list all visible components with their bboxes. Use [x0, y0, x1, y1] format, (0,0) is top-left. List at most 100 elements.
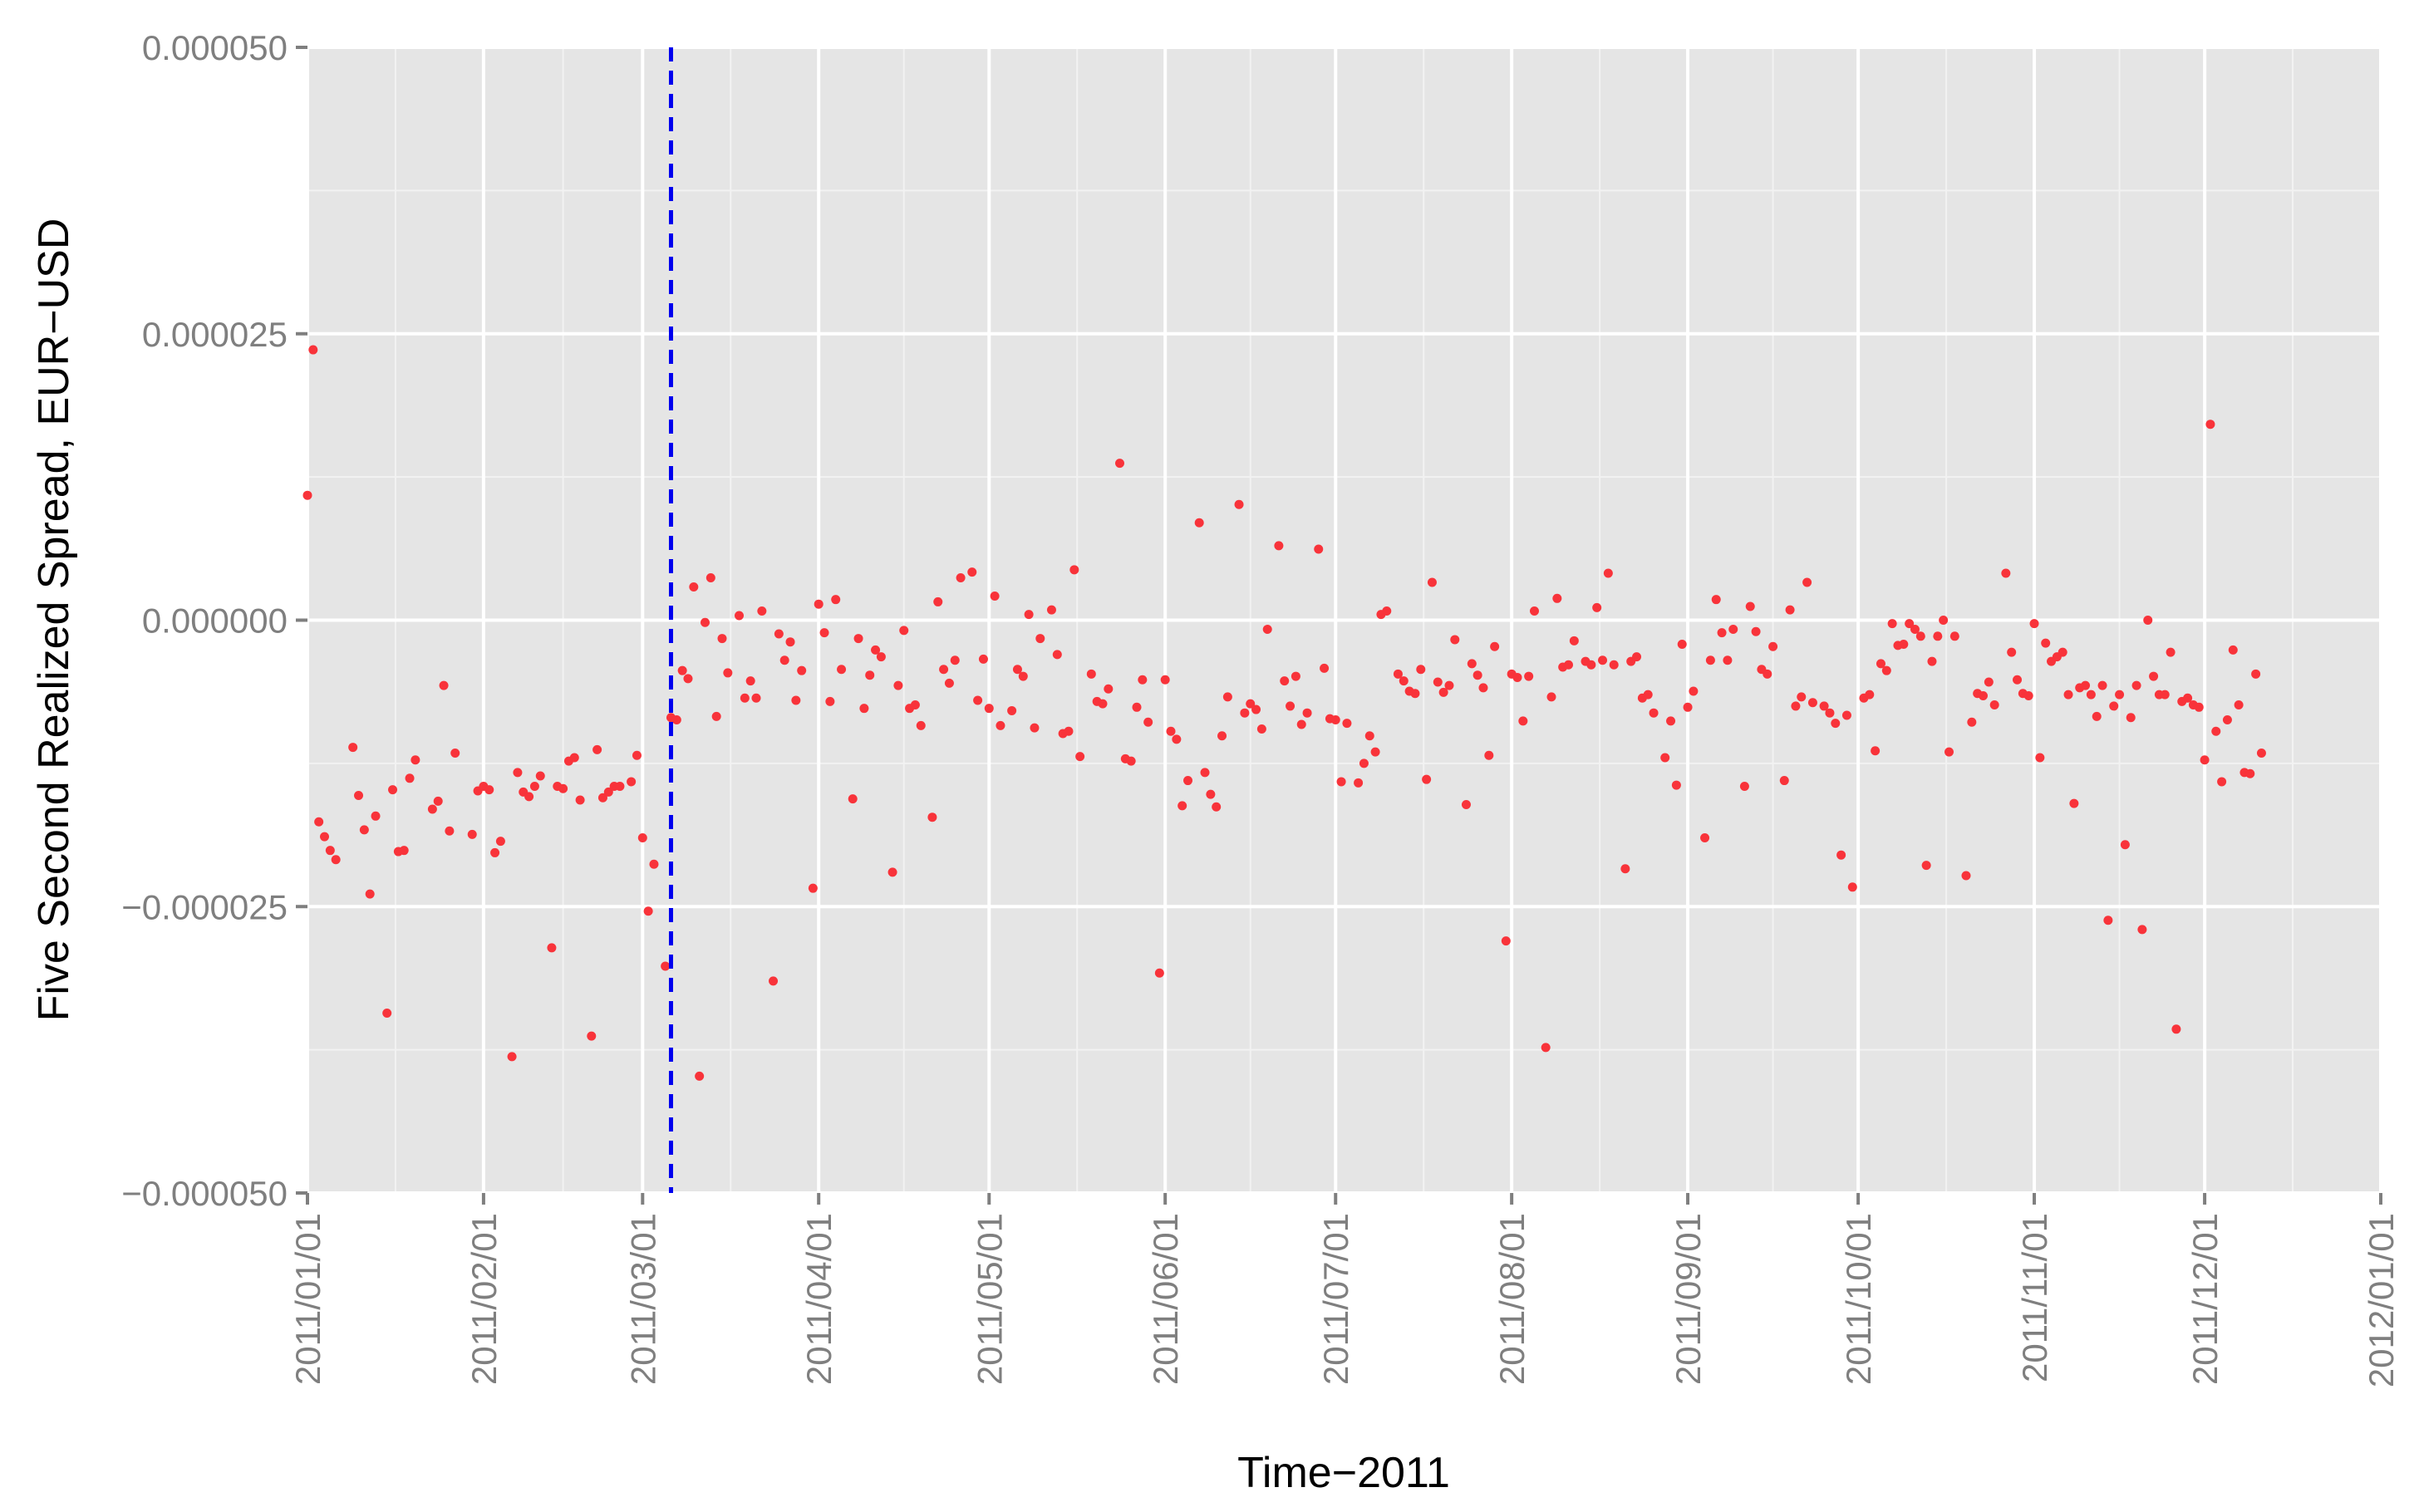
- x-tick-label: 2011/09/01: [1669, 1213, 1708, 1385]
- data-point: [603, 787, 613, 797]
- data-point: [1768, 641, 1778, 651]
- data-point: [711, 711, 721, 721]
- data-point: [308, 345, 318, 355]
- data-point: [837, 665, 847, 675]
- data-point: [2063, 690, 2073, 700]
- data-point: [1745, 601, 1755, 611]
- data-points: [302, 345, 2266, 1081]
- major-grid: [306, 46, 2382, 1195]
- data-point: [1007, 705, 1017, 715]
- data-point: [785, 637, 795, 647]
- data-point: [1791, 701, 1801, 711]
- x-tick-label: 2011/08/01: [1492, 1213, 1531, 1385]
- data-point: [1785, 605, 1795, 615]
- data-point: [1274, 541, 1284, 551]
- data-point: [1552, 593, 1562, 603]
- data-point: [751, 693, 761, 703]
- data-point: [1939, 616, 1949, 625]
- data-point: [1256, 724, 1266, 734]
- data-point: [2115, 690, 2125, 700]
- data-point: [1138, 675, 1148, 685]
- data-point: [632, 750, 642, 760]
- data-point: [529, 781, 539, 791]
- data-point: [2069, 798, 2079, 808]
- data-point: [745, 676, 755, 686]
- data-point: [1586, 660, 1596, 670]
- data-point: [1728, 625, 1738, 635]
- data-point: [819, 628, 829, 638]
- data-point: [1739, 781, 1749, 791]
- data-point: [899, 626, 909, 636]
- data-point: [2023, 691, 2033, 701]
- data-point: [1291, 671, 1300, 681]
- data-point: [2143, 616, 2153, 625]
- data-point: [2194, 702, 2204, 712]
- data-point: [1979, 691, 1989, 701]
- data-point: [1609, 660, 1619, 670]
- data-point: [2200, 755, 2210, 765]
- data-point: [1472, 670, 1482, 680]
- data-point: [320, 832, 330, 842]
- data-point: [1422, 774, 1432, 784]
- data-point: [365, 889, 375, 899]
- data-point: [1399, 676, 1409, 686]
- data-point: [2131, 680, 2141, 690]
- data-point: [1967, 717, 1977, 727]
- data-point: [1484, 750, 1494, 760]
- data-point: [1797, 692, 1807, 702]
- data-point: [1280, 676, 1290, 686]
- data-point: [2149, 671, 2159, 681]
- data-point: [1881, 665, 1891, 675]
- x-tick-label: 2011/01/01: [288, 1213, 327, 1385]
- data-point: [445, 826, 455, 836]
- data-point: [615, 781, 625, 791]
- data-point: [1359, 758, 1369, 768]
- y-tick-label: 0.000025: [142, 315, 288, 354]
- data-point: [314, 817, 324, 827]
- data-point: [978, 654, 988, 664]
- x-tick-label: 2011/11/01: [2015, 1213, 2054, 1382]
- data-point: [859, 704, 869, 714]
- data-point: [797, 665, 807, 675]
- data-point: [1075, 752, 1085, 762]
- data-point: [740, 693, 750, 703]
- data-point: [2205, 420, 2215, 430]
- data-point: [643, 906, 653, 916]
- data-point: [507, 1052, 517, 1062]
- data-point: [1825, 708, 1835, 718]
- data-point: [1666, 716, 1676, 726]
- data-point: [706, 572, 715, 582]
- data-point: [1342, 719, 1352, 729]
- data-point: [348, 743, 358, 753]
- data-point: [2183, 693, 2193, 703]
- data-point: [1564, 660, 1574, 670]
- y-axis-title: Five Second Realized Spread, EUR−USD: [30, 218, 78, 1022]
- data-point: [627, 777, 637, 787]
- data-point: [1433, 677, 1443, 687]
- data-point: [956, 572, 966, 582]
- x-tick-label: 2012/01/01: [2362, 1213, 2401, 1387]
- data-point: [2081, 680, 2091, 690]
- data-point: [1206, 789, 1216, 799]
- data-point: [2171, 1024, 2181, 1034]
- data-point: [1438, 687, 1448, 697]
- data-point: [996, 720, 1005, 730]
- data-point: [547, 943, 557, 953]
- data-point: [2086, 690, 2096, 700]
- data-point: [388, 785, 398, 795]
- data-point: [1046, 605, 1056, 615]
- data-point: [973, 695, 983, 705]
- data-point: [853, 634, 863, 644]
- data-point: [1132, 702, 1142, 712]
- data-point: [1262, 625, 1272, 635]
- data-point: [649, 859, 659, 869]
- data-point: [825, 696, 835, 706]
- data-point: [1989, 700, 1999, 710]
- data-point: [1166, 726, 1176, 736]
- data-point: [893, 680, 903, 690]
- data-point: [887, 867, 897, 877]
- data-point: [2126, 713, 2136, 723]
- data-point: [535, 771, 545, 781]
- data-point: [2092, 711, 2102, 721]
- data-point: [1178, 801, 1187, 811]
